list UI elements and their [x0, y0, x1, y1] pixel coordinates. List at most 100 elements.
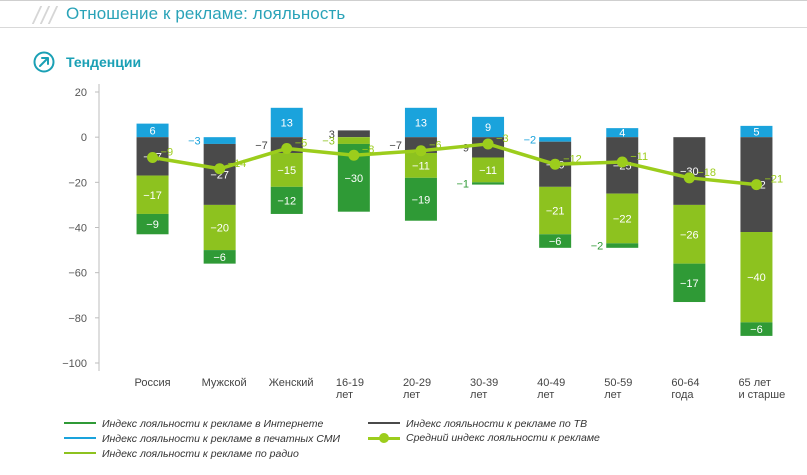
- legend-label: Средний индекс лояльности к рекламе: [406, 432, 600, 444]
- bar-segment: [337, 130, 370, 138]
- stacked-bar-chart: 200−20−40−60−80−1006−17−17−9−27−20−3−613…: [62, 84, 785, 401]
- data-label: −1: [457, 178, 470, 190]
- data-label: −7: [389, 140, 402, 152]
- x-category-label: лет: [604, 389, 621, 401]
- y-tick-label: 20: [75, 87, 87, 99]
- data-label: 9: [485, 122, 491, 134]
- bar-segment: [472, 157, 505, 183]
- data-label: −12: [277, 195, 296, 207]
- data-label: −40: [747, 272, 766, 284]
- bar-segment: [740, 232, 773, 323]
- average-point: [281, 142, 293, 154]
- bar-segment: [539, 137, 572, 142]
- data-label: 6: [149, 125, 155, 137]
- bar-segment: [673, 263, 706, 303]
- data-label: 13: [281, 117, 293, 129]
- data-label: −17: [680, 278, 699, 290]
- data-label: −9: [146, 219, 159, 231]
- legend-item-radio: Индекс лояльности к рекламе по радио: [64, 448, 299, 460]
- x-category-label: Мужской: [202, 377, 247, 389]
- average-label: −8: [362, 144, 375, 156]
- bar-segment: [270, 186, 303, 214]
- x-category-label: 60-64: [671, 377, 699, 389]
- bar-segment: [136, 213, 169, 235]
- bar-segment: [203, 137, 236, 144]
- average-point: [683, 172, 695, 184]
- page-title: Отношение к рекламе: лояльность: [66, 4, 346, 23]
- data-label: 5: [753, 127, 759, 139]
- bar-segment: [472, 116, 505, 138]
- legend-swatch-average: [368, 433, 400, 444]
- bar-segment: [673, 204, 706, 264]
- legend-label: Индекс лояльности к рекламе в Интернете: [102, 418, 324, 430]
- x-category-label: лет: [336, 389, 353, 401]
- title-divider: [0, 27, 807, 28]
- average-label: −6: [429, 140, 442, 152]
- legend-item-internet: Индекс лояльности к рекламе в Интернете: [64, 418, 323, 430]
- data-label: −6: [549, 236, 562, 248]
- data-label: −30: [345, 173, 364, 185]
- x-category-label: Женский: [269, 377, 314, 389]
- x-category-label: лет: [403, 389, 420, 401]
- data-label: −15: [277, 165, 296, 177]
- bar-segment: [203, 250, 236, 264]
- data-label: −3: [188, 136, 201, 148]
- bar-segment: [606, 193, 639, 244]
- top-rule: [0, 0, 807, 1]
- x-category-label: 50-59: [604, 377, 632, 389]
- average-label: −9: [161, 146, 174, 158]
- data-label: −7: [255, 140, 268, 152]
- x-category-label: 40-49: [537, 377, 565, 389]
- data-label: 13: [415, 117, 427, 129]
- data-label: −11: [479, 165, 497, 177]
- average-point: [750, 179, 762, 191]
- x-category-label: 20-29: [403, 377, 431, 389]
- bar-segment: [203, 204, 236, 251]
- data-label: 3: [329, 129, 335, 141]
- legend-swatch-radio: [64, 452, 96, 455]
- data-label: −27: [210, 169, 229, 181]
- bar-segment: [740, 322, 773, 336]
- x-category-label: 16-19: [336, 377, 364, 389]
- bar-segment: [136, 175, 169, 214]
- trend-arrow-icon: [33, 51, 55, 73]
- bar-segment: [673, 137, 706, 205]
- data-label: −11: [412, 160, 430, 172]
- average-point: [214, 163, 226, 175]
- bar-segment: [606, 128, 639, 138]
- average-point: [415, 145, 427, 157]
- y-tick-label: −40: [68, 223, 87, 235]
- legend-item-tv: Индекс лояльности к рекламе по ТВ: [368, 418, 587, 430]
- data-label: −22: [613, 213, 632, 225]
- average-label: −5: [295, 137, 308, 149]
- bar-segment: [740, 125, 773, 138]
- average-line: [152, 142, 757, 187]
- x-category-label: Россия: [135, 377, 171, 389]
- average-label: −21: [764, 174, 783, 186]
- y-tick-label: 0: [81, 132, 87, 144]
- average-label: −12: [563, 153, 582, 165]
- data-label: −2: [524, 134, 537, 146]
- legend-label: Индекс лояльности к рекламе по радио: [102, 448, 299, 460]
- section-label: Тенденции: [66, 54, 142, 70]
- bar-segment: [136, 123, 169, 138]
- legend-item-average: Средний индекс лояльности к рекламе: [368, 432, 600, 444]
- y-tick-label: −80: [68, 313, 87, 325]
- bar-segment: [472, 182, 505, 185]
- y-tick-label: −60: [68, 268, 87, 280]
- legend-label: Индекс лояльности к рекламе по ТВ: [406, 418, 588, 430]
- average-point: [482, 138, 494, 150]
- average-point: [147, 151, 159, 163]
- x-category-label: лет: [537, 389, 554, 401]
- bar-segment: [606, 243, 639, 248]
- average-point: [549, 158, 561, 170]
- x-category-label: 65 лет: [738, 377, 771, 389]
- legend-label: Индекс лояльности к рекламе в печатных С…: [102, 433, 340, 445]
- data-label: −20: [210, 223, 229, 235]
- average-label: −11: [630, 151, 648, 163]
- bar-segment: [404, 152, 437, 178]
- bar-segment: [404, 107, 437, 138]
- y-tick-label: −100: [62, 358, 87, 370]
- bar-segment: [270, 107, 303, 138]
- legend-swatch-tv: [368, 422, 400, 425]
